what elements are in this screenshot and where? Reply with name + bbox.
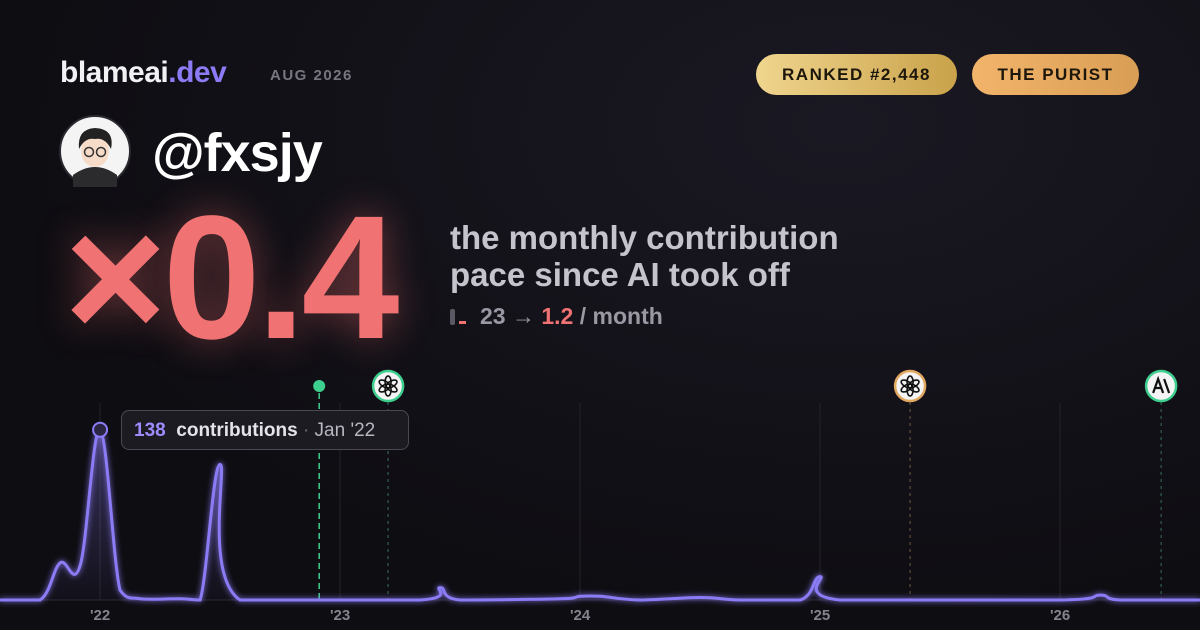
- avatar: [59, 115, 131, 187]
- x-tick-label: '24: [570, 607, 591, 624]
- date: AUG 2026: [270, 67, 353, 84]
- tooltip-value: 138: [134, 420, 166, 441]
- x-tick-label: '22: [90, 607, 110, 624]
- pace-to: 1.2: [541, 303, 574, 329]
- pace: 23 → 1.2 / month: [450, 303, 663, 330]
- brand-tld: .dev: [168, 56, 227, 89]
- brand-name: blameai: [60, 56, 169, 89]
- description: pace since AI took off: [450, 256, 790, 293]
- line-area: [0, 429, 1200, 600]
- event-icon: [371, 369, 405, 403]
- brand: blameai.dev: [60, 56, 227, 90]
- x-tick-label: '23: [330, 607, 350, 624]
- rank-badge: RANKED #2,448: [756, 54, 957, 95]
- multiplier: ×0.4: [64, 180, 399, 376]
- x-tick-label: '26: [1050, 607, 1070, 624]
- description: the monthly contribution: [450, 219, 839, 256]
- event-icon: [893, 369, 927, 403]
- icon-glyph: [378, 379, 391, 389]
- tooltip: 138 contributions · Jan '22: [121, 410, 409, 450]
- tooltip-label: contributions: [176, 420, 298, 441]
- pace-from: 23: [480, 303, 506, 329]
- line: [0, 428, 1200, 602]
- icon-glyph: [900, 379, 913, 389]
- handle: @fxsjy: [152, 123, 323, 183]
- icon-glyph: [1152, 375, 1171, 394]
- pace-arrow: →: [511, 303, 535, 329]
- pace-unit: / month: [579, 303, 663, 329]
- tooltip-date: Jan '22: [314, 420, 376, 441]
- peak-marker: [92, 421, 109, 438]
- x-tick-label: '25: [810, 607, 830, 624]
- title-badge: THE PURIST: [972, 54, 1139, 95]
- event-dot: [313, 380, 326, 392]
